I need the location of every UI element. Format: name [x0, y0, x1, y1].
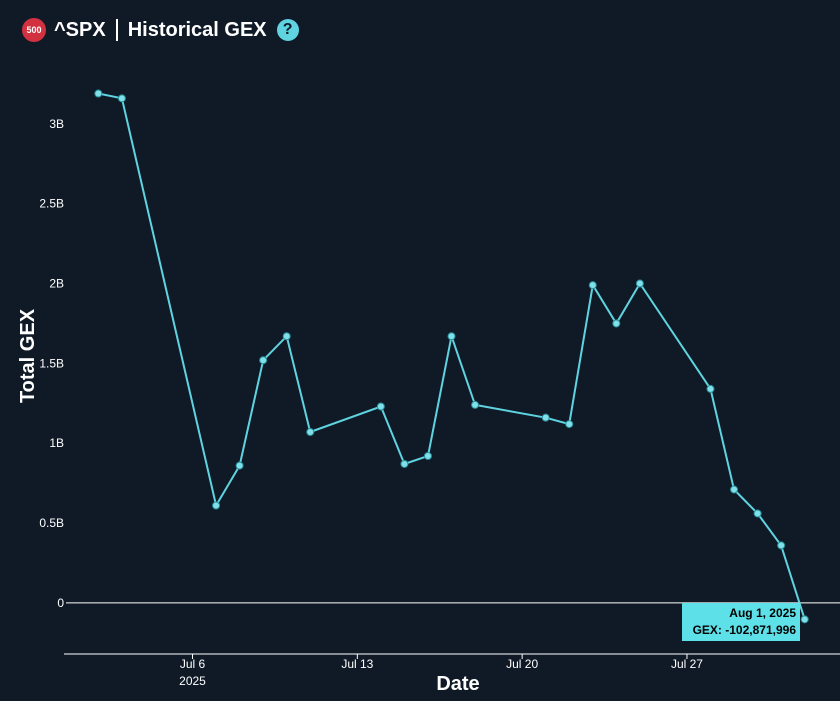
x-axis-ticks: Jul 6 2025 Jul 13 Jul 20 Jul 27 — [179, 654, 703, 688]
data-point[interactable] — [635, 279, 644, 288]
y-tick-label: 0 — [57, 596, 64, 610]
data-point[interactable] — [117, 94, 126, 103]
data-point[interactable] — [565, 420, 574, 429]
series-line — [98, 92, 806, 620]
hover-tooltip: Aug 1, 2025 GEX: -102,871,996 — [682, 603, 800, 641]
data-point[interactable] — [800, 615, 809, 624]
y-axis-label: Total GEX — [17, 308, 39, 403]
sp500-badge-icon: 500 — [22, 18, 46, 42]
tooltip-value: GEX: -102,871,996 — [693, 623, 797, 637]
y-tick-label: 2.5B — [39, 197, 64, 211]
ticker-symbol: ^SPX — [54, 18, 106, 41]
y-axis-ticks: 0 0.5B 1B 1.5B 2B 2.5B 3B — [39, 117, 64, 610]
data-point[interactable] — [588, 281, 597, 290]
x-axis-label: Date — [436, 673, 479, 695]
y-tick-label: 1B — [49, 436, 64, 450]
x-tick-label: Jul 13 — [341, 657, 373, 671]
chart-header: 500 ^SPX Historical GEX ? — [22, 16, 299, 44]
x-tick-sublabel: 2025 — [179, 674, 206, 688]
data-point[interactable] — [282, 332, 291, 341]
data-point[interactable] — [94, 89, 103, 98]
data-point[interactable] — [235, 461, 244, 470]
data-point[interactable] — [447, 332, 456, 341]
tooltip-background — [682, 603, 800, 641]
help-icon[interactable]: ? — [276, 19, 299, 41]
data-point[interactable] — [777, 541, 786, 550]
data-point[interactable] — [612, 319, 621, 328]
data-point[interactable] — [753, 509, 762, 518]
data-points — [94, 89, 809, 624]
chart-title: Historical GEX — [127, 18, 267, 41]
data-point[interactable] — [376, 402, 385, 411]
data-point[interactable] — [400, 459, 409, 468]
tooltip-date: Aug 1, 2025 — [729, 606, 796, 620]
data-point[interactable] — [706, 384, 715, 393]
data-point[interactable] — [423, 452, 432, 460]
data-point[interactable] — [212, 501, 221, 510]
y-tick-label: 2B — [49, 277, 64, 291]
data-point[interactable] — [541, 413, 550, 422]
header-divider — [115, 19, 118, 41]
x-tick-label: Jul 6 — [180, 657, 206, 671]
x-tick-label: Jul 27 — [671, 657, 703, 671]
y-tick-label: 0.5B — [39, 516, 64, 530]
data-point[interactable] — [259, 356, 268, 365]
data-point[interactable] — [306, 428, 315, 437]
data-point[interactable] — [730, 485, 739, 494]
data-point[interactable] — [471, 400, 480, 409]
y-tick-label: 3B — [49, 117, 64, 131]
y-tick-label: 1.5B — [39, 356, 64, 370]
x-tick-label: Jul 20 — [506, 657, 538, 671]
